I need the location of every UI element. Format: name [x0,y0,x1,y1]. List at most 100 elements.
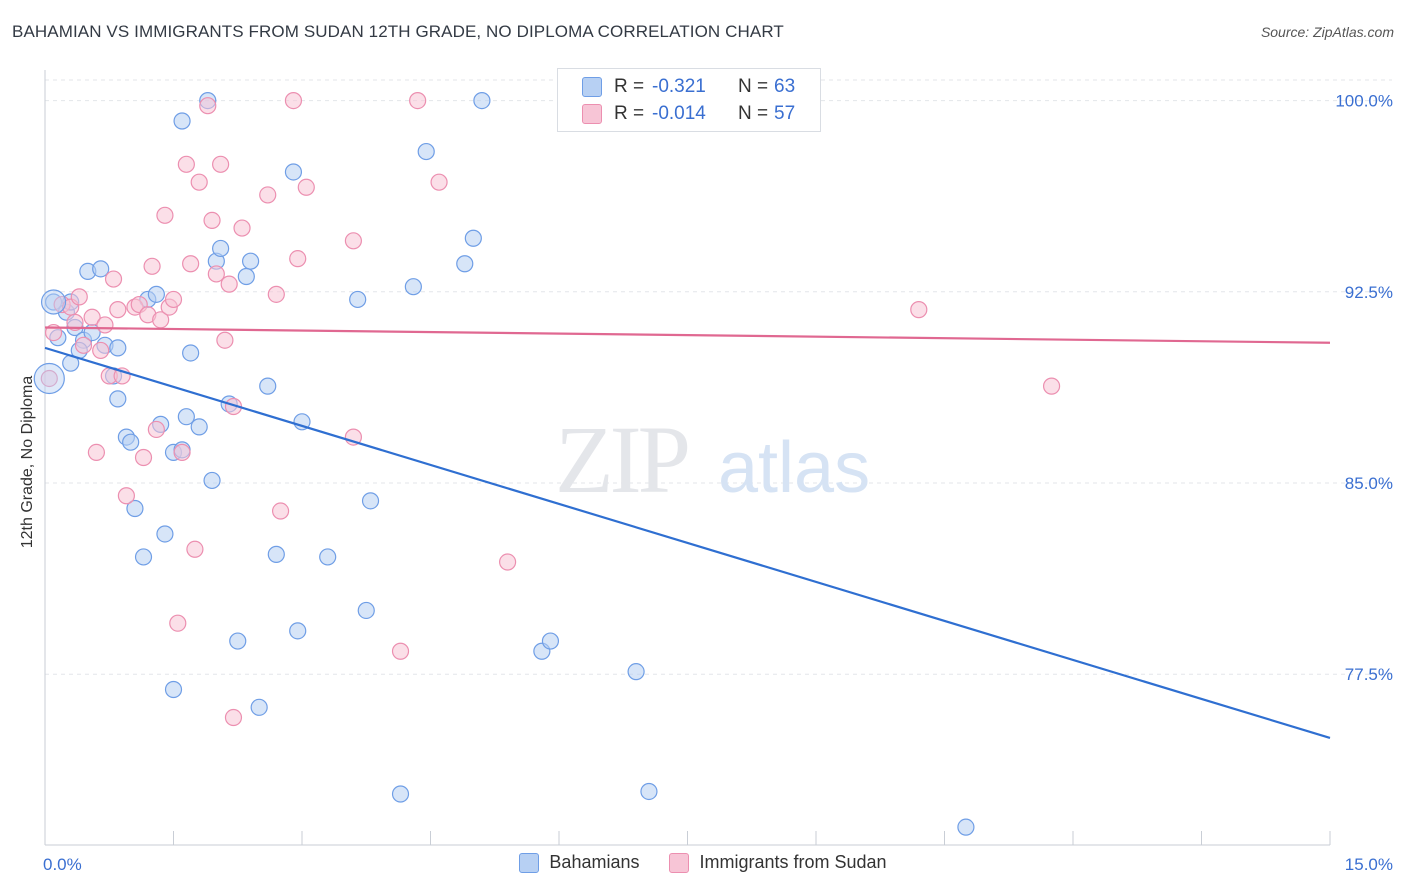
point-sudan [143,257,161,275]
source-credit: Source: ZipAtlas.com [1260,24,1394,40]
point-bahamians [627,663,645,681]
point-sudan [910,301,928,319]
chart-title: BAHAMIAN VS IMMIGRANTS FROM SUDAN 12TH G… [12,22,784,41]
point-bahamians [156,525,174,543]
point-sudan [224,708,243,727]
point-sudan [182,255,200,273]
grid-layer [45,79,1392,675]
point-bahamians [164,680,183,699]
point-sudan [169,614,187,632]
point-sudan [70,288,88,306]
watermark-zip: ZIP [555,406,688,513]
point-bahamians [349,290,367,309]
point-bahamians [640,782,658,801]
chart-legend: Bahamians Immigrants from Sudan [0,852,1406,873]
point-bahamians [173,112,191,130]
point-bahamians [361,492,380,510]
stats-r-value: -0.321 [652,76,706,97]
trend-layer [44,326,1331,739]
point-bahamians [319,548,337,566]
point-sudan [284,91,303,110]
point-bahamians [147,285,165,303]
point-sudan [271,502,290,520]
point-sudan [259,186,277,204]
point-sudan [117,487,135,505]
point-sudan [96,316,114,334]
point-bahamians [541,632,560,650]
point-sudan [156,206,174,224]
point-sudan [203,211,221,230]
point-bahamians [456,255,474,273]
point-bahamians [259,377,277,395]
point-sudan [186,540,204,558]
point-sudan [212,155,230,173]
point-sudan [87,443,106,462]
point-sudan [344,232,362,250]
point-sudan [1042,377,1061,395]
trendline-sudan [44,326,1331,344]
trendline-bahamians [44,346,1331,739]
point-sudan [216,331,234,349]
point-sudan [190,173,208,191]
stats-r-label: R = [614,103,645,124]
point-sudan [199,97,217,115]
y-tick-label: 85.0% [1345,474,1393,493]
point-sudan [207,265,225,283]
point-sudan [173,443,191,462]
point-sudan [297,178,315,196]
point-bahamians [109,339,127,357]
point-bahamians [134,548,153,566]
point-bahamians [404,278,422,296]
point-sudan [83,308,101,326]
point-sudan [66,313,84,331]
point-bahamians [284,163,303,181]
point-bahamians [190,418,208,436]
stats-row-sudan: R = -0.014 N = 57 [582,101,795,127]
points-layer [33,91,1061,836]
point-bahamians [229,632,247,650]
point-bahamians [267,545,285,563]
legend-swatch-sudan [669,852,690,873]
y-tick-label: 100.0% [1335,92,1393,111]
stats-n-label: N = [738,76,769,97]
point-bahamians [177,408,195,426]
stats-row-bahamians: R = -0.321 N = 63 [582,74,795,100]
stats-n-label: N = [738,103,769,124]
point-cluster-bahamians [40,289,67,315]
point-sudan [289,250,307,268]
point-sudan [220,275,238,293]
watermark-atlas: atlas [718,428,870,508]
point-bahamians [212,239,230,258]
point-bahamians [473,91,491,110]
point-sudan [147,420,165,439]
point-sudan [109,301,127,319]
stats-n-value: 57 [774,103,796,124]
point-bahamians [464,229,482,247]
point-bahamians [122,433,140,451]
y-tick-label: 92.5% [1345,283,1393,302]
point-sudan [391,642,410,660]
point-sudan [134,448,153,467]
stats-r-label: R = [614,76,645,97]
axis-layer: 77.5% 85.0% 92.5% 100.0% 0.0% 15.0% [43,70,1393,874]
point-bahamians [126,499,144,518]
point-sudan [164,290,183,309]
point-sudan [177,155,195,173]
point-bahamians [203,471,221,490]
x-tick-label-max: 15.0% [1345,855,1393,874]
point-bahamians [289,622,307,640]
stats-swatch-sudan [582,104,602,124]
y-tick-label: 77.5% [1345,665,1393,684]
stats-swatch-bahamians [582,77,602,97]
point-bahamians [391,785,410,803]
point-sudan [267,285,285,303]
x-tick-label-min: 0.0% [43,855,82,874]
legend-label-sudan: Immigrants from Sudan [699,852,887,872]
point-sudan [499,553,517,571]
legend-item-sudan[interactable]: Immigrants from Sudan [669,852,887,873]
stats-r-value: -0.014 [652,103,706,124]
legend-item-bahamians[interactable]: Bahamians [519,852,639,873]
correlation-stats-box: R = -0.321 N = 63 R = -0.014 N = 57 [557,68,821,132]
point-bahamians [957,818,975,836]
